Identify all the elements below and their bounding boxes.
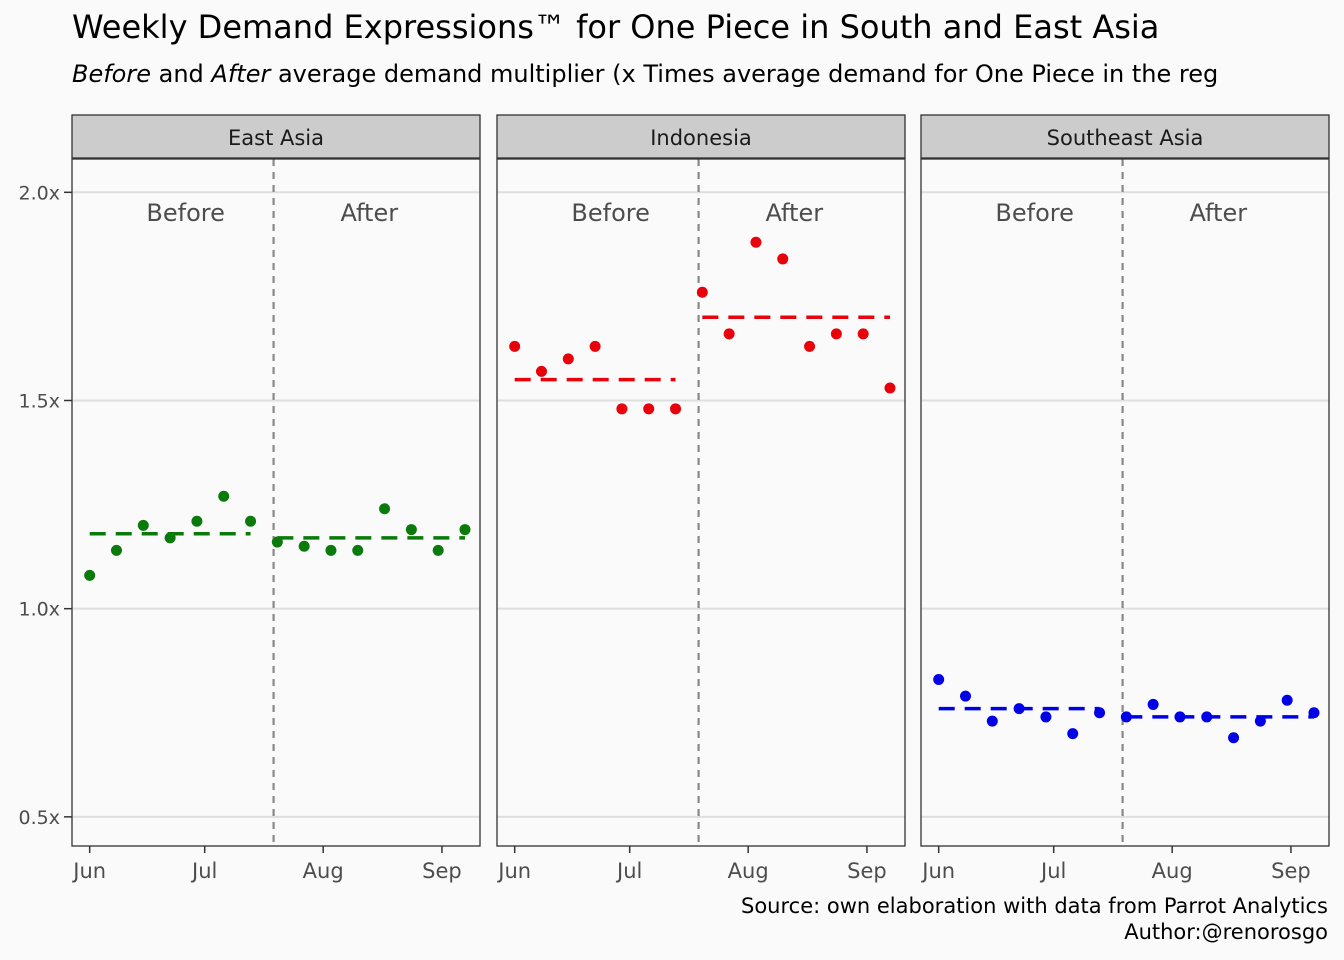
data-point	[1281, 694, 1293, 706]
data-point	[1147, 698, 1159, 710]
subtitle-rest: average demand multiplier (x Times avera…	[270, 60, 1219, 88]
caption-author: Author:@renorosgo	[1124, 920, 1328, 944]
x-tick-label: Jul	[1039, 859, 1066, 883]
panel-background	[921, 159, 1329, 846]
data-point	[750, 236, 762, 248]
x-tick-label: Sep	[847, 859, 887, 883]
data-point	[1094, 707, 1106, 719]
data-point	[191, 515, 203, 527]
x-tick-label: Aug	[728, 859, 769, 883]
panel-strip	[920, 114, 1330, 159]
caption-source: Source: own elaboration with data from P…	[741, 894, 1328, 918]
section-label-before: Before	[995, 199, 1073, 227]
data-point	[164, 532, 176, 544]
x-tick-label: Aug	[303, 859, 344, 883]
data-point	[986, 715, 998, 727]
data-point	[352, 544, 364, 556]
data-point	[884, 382, 896, 394]
subtitle-after-word: After	[211, 60, 271, 88]
x-tick-label: Jun	[71, 859, 106, 883]
x-tick-label: Aug	[1152, 859, 1193, 883]
data-point	[1013, 703, 1025, 715]
data-point	[535, 365, 547, 377]
y-tick-label: 0.5x	[19, 807, 60, 829]
panel-background	[497, 159, 905, 846]
data-point	[1120, 711, 1132, 723]
data-point	[432, 544, 444, 556]
data-point	[1040, 711, 1052, 723]
data-point	[509, 340, 521, 352]
data-point	[933, 673, 945, 685]
data-point	[616, 403, 628, 415]
section-label-after: After	[765, 199, 823, 227]
data-point	[1308, 707, 1320, 719]
data-point	[723, 328, 735, 340]
data-point	[959, 690, 971, 702]
data-point	[589, 340, 601, 352]
data-point	[1254, 715, 1266, 727]
data-point	[1067, 728, 1079, 740]
x-tick-label: Jul	[190, 859, 217, 883]
data-point	[804, 340, 816, 352]
panel-strip	[496, 114, 906, 159]
data-point	[84, 569, 96, 581]
data-point	[1174, 711, 1186, 723]
data-point	[459, 524, 471, 536]
data-point	[110, 544, 122, 556]
y-tick-label: 1.5x	[19, 390, 60, 412]
panel-strip-label: Indonesia	[650, 126, 752, 150]
data-point	[325, 544, 337, 556]
data-point	[245, 515, 257, 527]
data-point	[1201, 711, 1213, 723]
chart-subtitle: Before and After average demand multipli…	[72, 60, 1218, 88]
panel-background	[72, 159, 480, 846]
data-point	[218, 490, 230, 502]
panel-border	[496, 158, 906, 847]
subtitle-before-word: Before	[72, 60, 151, 88]
x-tick-label: Jun	[496, 859, 531, 883]
data-point	[379, 503, 391, 515]
subtitle-and-word: and	[151, 60, 212, 88]
panel-strip	[71, 114, 481, 159]
panel-strip-label: Southeast Asia	[1047, 126, 1204, 150]
panel-border	[71, 158, 481, 847]
chart-caption: Source: own elaboration with data from P…	[741, 893, 1328, 945]
data-point	[562, 353, 574, 365]
x-tick-label: Jun	[920, 859, 955, 883]
section-label-before: Before	[146, 199, 224, 227]
data-point	[830, 328, 842, 340]
data-point	[271, 536, 283, 548]
data-point	[1228, 732, 1240, 744]
data-point	[696, 286, 708, 298]
y-tick-label: 1.0x	[19, 599, 60, 621]
y-tick-label: 2.0x	[19, 182, 60, 204]
x-tick-label: Jul	[615, 859, 642, 883]
data-point	[857, 328, 869, 340]
panel-border	[920, 158, 1330, 847]
data-point	[137, 519, 149, 531]
data-point	[777, 253, 789, 265]
x-tick-label: Sep	[422, 859, 462, 883]
panel-strip-label: East Asia	[228, 126, 324, 150]
section-label-after: After	[340, 199, 398, 227]
chart-title: Weekly Demand Expressions™ for One Piece…	[72, 8, 1160, 46]
section-label-after: After	[1189, 199, 1247, 227]
x-tick-label: Sep	[1271, 859, 1311, 883]
data-point	[643, 403, 655, 415]
data-point	[405, 524, 417, 536]
data-point	[298, 540, 310, 552]
data-point	[670, 403, 682, 415]
section-label-before: Before	[571, 199, 649, 227]
